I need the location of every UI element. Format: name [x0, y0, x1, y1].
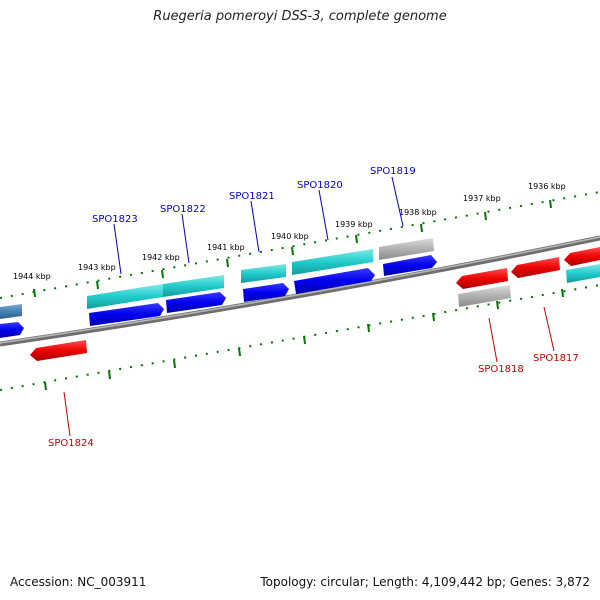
gene-feature — [89, 303, 164, 326]
gene-label-spo1817: SPO1817 — [533, 353, 579, 364]
reverse-scale-line — [0, 284, 600, 391]
dna-backbone-highlight — [0, 236, 600, 344]
scale-label-1937: 1937 kbp — [463, 194, 501, 203]
gene-label-spo1824: SPO1824 — [48, 438, 94, 449]
scale-label-1942: 1942 kbp — [142, 253, 180, 262]
gene-label-spo1818: SPO1818 — [478, 364, 524, 375]
map-title: Ruegeria pomeroyi DSS-3, complete genome — [153, 9, 447, 24]
scale-labels: 1936 kbp 1937 kbp 1938 kbp 1939 kbp 1940… — [13, 182, 566, 281]
gene-feature — [566, 264, 600, 283]
gene-feature — [292, 249, 373, 275]
reverse-features[interactable] — [30, 247, 600, 361]
scale-label-1939: 1939 kbp — [335, 220, 373, 229]
gene-label-spo1821: SPO1821 — [229, 191, 275, 202]
gene-feature — [0, 322, 24, 338]
gene-label-spo1823: SPO1823 — [92, 214, 138, 225]
gene-feature — [243, 283, 289, 302]
gene-label-spo1822: SPO1822 — [160, 204, 206, 215]
gene-feature — [0, 304, 22, 319]
scale-label-1941: 1941 kbp — [207, 243, 245, 252]
gene-feature — [294, 268, 375, 294]
forward-scale-line — [0, 191, 600, 299]
label-leaders — [63, 176, 555, 437]
gene-feature — [241, 264, 286, 283]
gene-feature — [456, 268, 508, 289]
gene-feature — [163, 275, 224, 297]
accession-text: Accession: NC_003911 — [10, 575, 147, 589]
gene-feature — [383, 255, 437, 276]
gene-feature — [30, 340, 87, 361]
gene-label-spo1819: SPO1819 — [370, 166, 416, 177]
gene-feature — [511, 257, 560, 278]
gene-feature — [166, 292, 226, 313]
forward-cds-features[interactable] — [0, 255, 437, 338]
scale-label-1944: 1944 kbp — [13, 272, 51, 281]
topology-summary: Topology: circular; Length: 4,109,442 bp… — [260, 575, 590, 589]
gene-feature — [379, 238, 434, 260]
dna-backbone — [0, 235, 600, 347]
gene-feature — [564, 247, 600, 266]
scale-label-1936: 1936 kbp — [528, 182, 566, 191]
gene-labels: SPO1823 SPO1822 SPO1821 SPO1820 SPO1819 … — [48, 166, 579, 449]
scale-label-1943: 1943 kbp — [78, 263, 116, 272]
gene-label-spo1820: SPO1820 — [297, 180, 343, 191]
gene-feature — [458, 285, 511, 307]
forward-rna-features[interactable] — [0, 238, 434, 319]
gene-feature — [87, 284, 163, 309]
scale-label-1938: 1938 kbp — [399, 208, 437, 217]
scale-label-1940: 1940 kbp — [271, 232, 309, 241]
